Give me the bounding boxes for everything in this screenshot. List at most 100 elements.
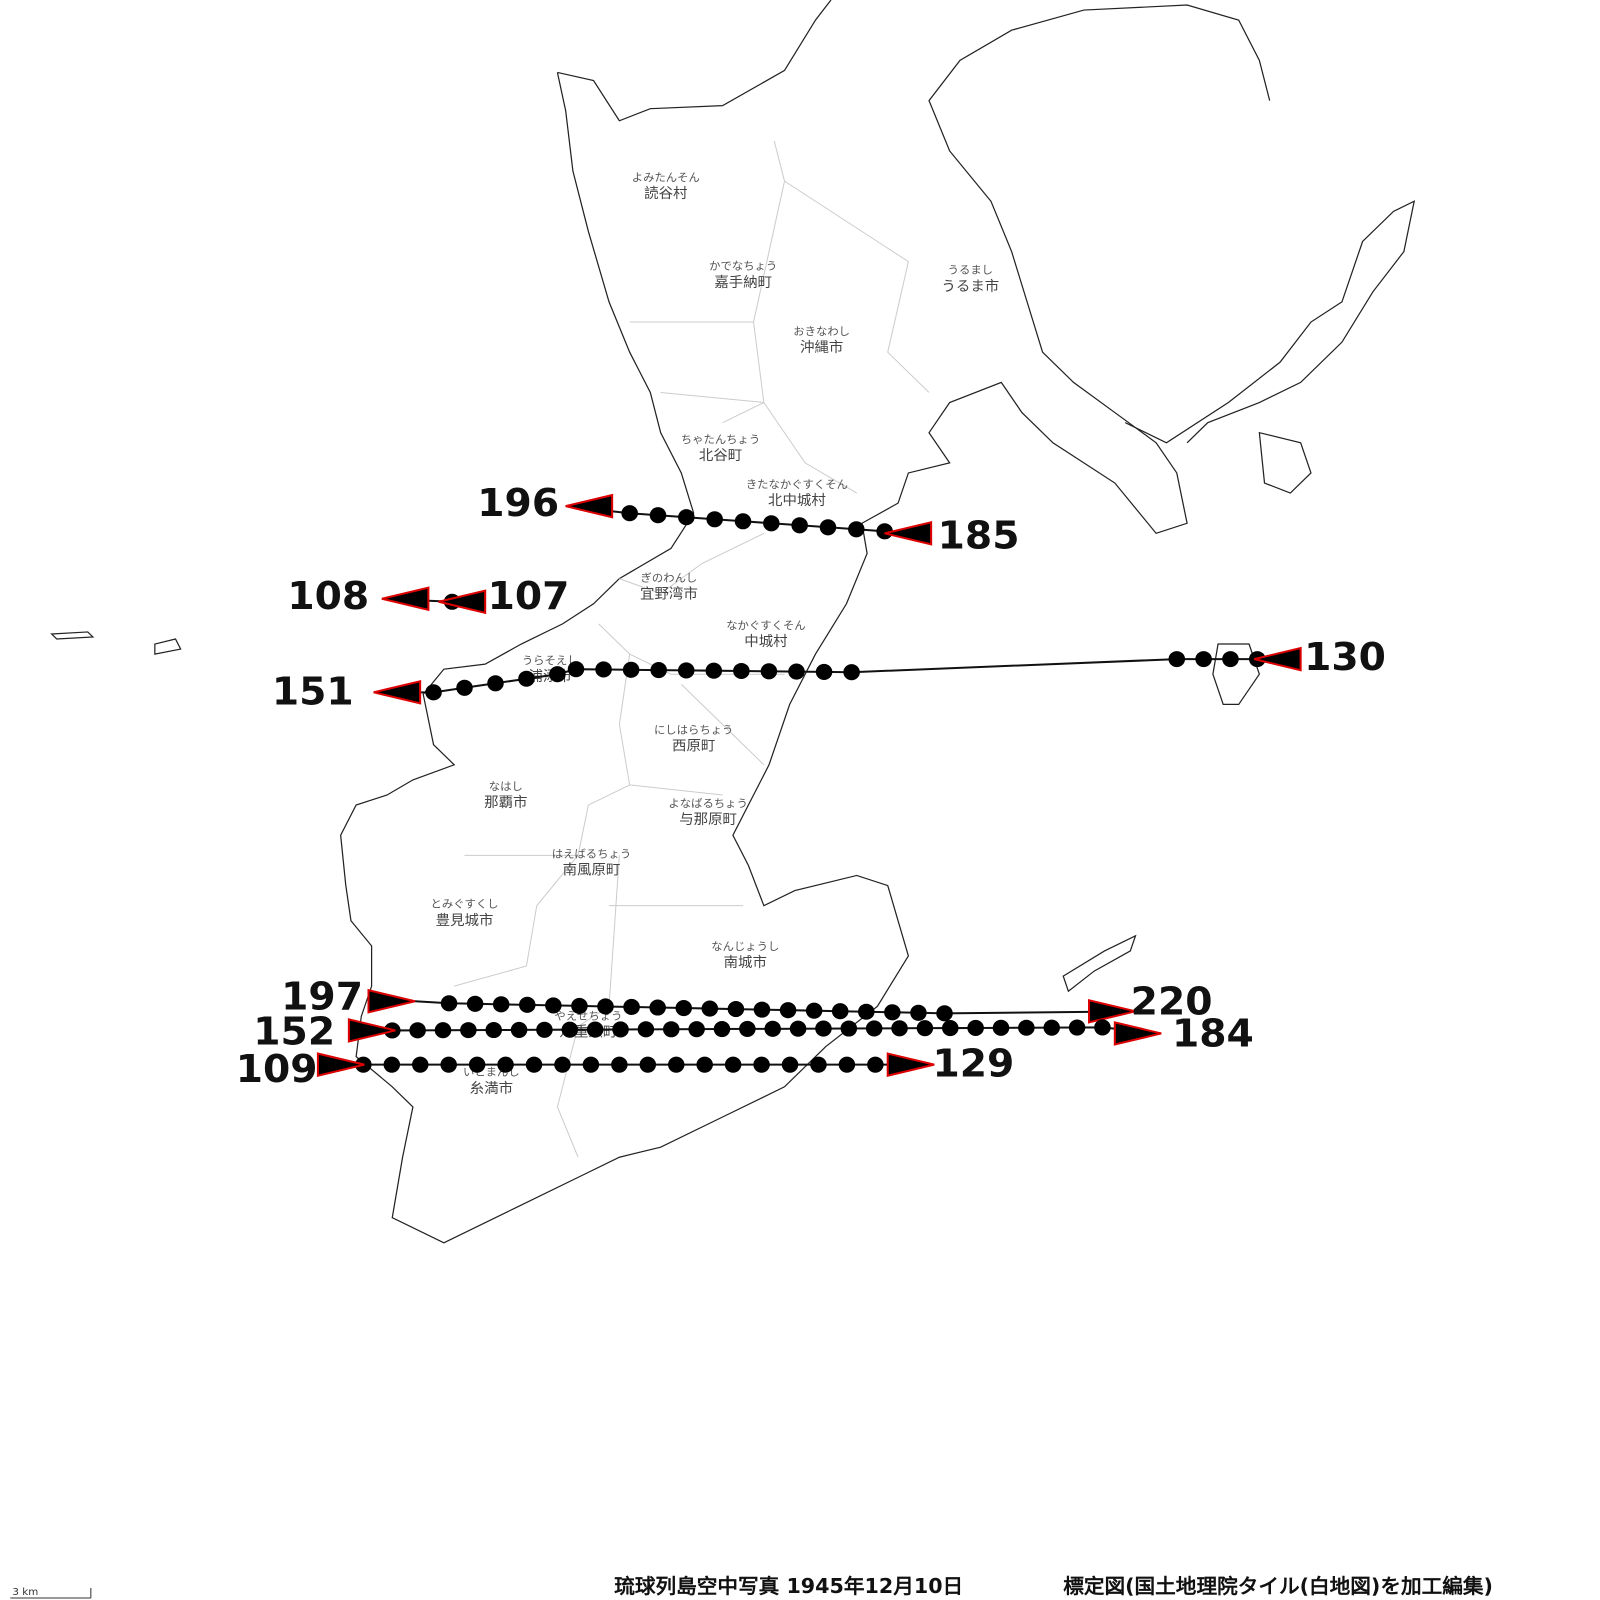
- photo-point: [409, 1022, 426, 1039]
- photo-point: [916, 1020, 934, 1037]
- place-kana: ぎのわんし: [641, 571, 698, 585]
- photo-point: [992, 1019, 1010, 1036]
- photo-point: [485, 1021, 502, 1039]
- photo-point: [733, 662, 750, 680]
- flight-path: [565, 505, 886, 534]
- direction-arrow: [367, 988, 416, 1014]
- photo-point: [724, 1056, 742, 1073]
- end-photo-number: 129: [932, 1042, 1014, 1086]
- photo-point: [571, 997, 588, 1014]
- photo-point: [753, 1001, 771, 1018]
- place-kana: やえせちょう: [554, 1009, 622, 1022]
- photo-point: [760, 663, 778, 680]
- photo-point: [597, 998, 614, 1015]
- photo-point: [753, 1056, 770, 1073]
- photo-point: [840, 1020, 858, 1037]
- photo-point: [612, 1021, 629, 1038]
- direction-arrow: [316, 1052, 365, 1078]
- photo-point: [1068, 1019, 1086, 1036]
- photo-point: [688, 1021, 705, 1038]
- photo-point: [1094, 1019, 1111, 1036]
- photo-point: [554, 1056, 571, 1073]
- start-photo-number: 109: [236, 1047, 318, 1091]
- photo-point: [815, 663, 833, 680]
- photo-point: [567, 661, 585, 678]
- photo-point: [884, 1004, 901, 1021]
- place-kana: よみたんそん: [632, 171, 700, 184]
- photo-point: [519, 996, 536, 1013]
- direction-arrow: [1253, 646, 1302, 672]
- photo-point: [487, 675, 504, 692]
- photo-point: [805, 1002, 823, 1019]
- photo-point: [705, 662, 723, 679]
- photo-point: [621, 505, 638, 522]
- photo-point: [791, 517, 808, 534]
- place-name: 南風原町: [563, 862, 621, 879]
- start-photo-number: 108: [287, 574, 369, 618]
- place-kana: よなばるちょう: [668, 797, 747, 810]
- photo-point: [525, 1056, 543, 1073]
- place-kana: なかぐすくそん: [726, 619, 805, 632]
- photo-point: [675, 999, 692, 1017]
- photo-point: [815, 1020, 832, 1037]
- photo-point: [967, 1019, 984, 1037]
- photo-point: [789, 1020, 807, 1037]
- photo-point: [819, 519, 837, 536]
- photo-point: [440, 995, 458, 1012]
- photo-point: [936, 1005, 953, 1022]
- photo-point: [1195, 651, 1212, 668]
- photo-point: [678, 509, 695, 526]
- photo-point: [586, 1021, 604, 1038]
- photo-point: [492, 996, 510, 1013]
- photo-point: [865, 1020, 883, 1037]
- place-name: 沖縄市: [800, 339, 843, 356]
- place-name: 那覇市: [484, 794, 527, 811]
- end-photo-number: 107: [488, 574, 570, 618]
- direction-arrow: [381, 586, 430, 612]
- direction-arrow: [1088, 998, 1136, 1024]
- photo-point: [1043, 1019, 1060, 1036]
- place-name: 北谷町: [699, 447, 742, 464]
- place-kana: なんじょうし: [711, 940, 779, 953]
- photo-point: [831, 1003, 849, 1020]
- place-kana: きたなかぐすくそん: [746, 478, 848, 491]
- direction-arrow: [884, 520, 933, 546]
- flight-path: [414, 1000, 1136, 1015]
- photo-point: [649, 507, 667, 524]
- footer-credit: 標定図(国土地理院タイル(白地図)を加工編集): [1063, 1574, 1493, 1598]
- photo-point: [810, 1056, 827, 1073]
- photo-point: [639, 1056, 657, 1073]
- place-kana: なはし: [489, 780, 523, 793]
- photo-point: [623, 998, 640, 1016]
- direction-arrow: [565, 493, 614, 519]
- photo-point: [838, 1056, 856, 1073]
- photo-point: [411, 1056, 429, 1073]
- photo-point: [763, 515, 780, 532]
- photo-point: [650, 662, 667, 679]
- photo-point: [667, 1056, 685, 1073]
- footer-title: 琉球列島空中写真 1945年12月10日: [614, 1574, 963, 1598]
- photo-point: [425, 684, 442, 701]
- place-kana: かでなちょう: [709, 260, 777, 273]
- photo-point: [843, 664, 860, 681]
- end-photo-number: 185: [938, 514, 1020, 558]
- place-name: 宜野湾市: [640, 586, 698, 603]
- place-name: 糸満市: [470, 1080, 513, 1097]
- flight-path: [373, 658, 1258, 694]
- end-photo-number: 184: [1172, 1012, 1254, 1056]
- end-photo-number: 220: [1131, 980, 1213, 1024]
- photo-point: [440, 1056, 457, 1073]
- place-kana: とみぐすくし: [430, 898, 498, 911]
- photo-point: [727, 1001, 745, 1018]
- photo-point: [734, 513, 752, 530]
- boundaries: [454, 140, 930, 1158]
- photo-point: [582, 1056, 600, 1073]
- photo-point: [549, 666, 566, 683]
- place-name: 読谷村: [644, 185, 687, 202]
- direction-arrow: [373, 679, 422, 705]
- photo-point: [1168, 651, 1186, 668]
- photo-point: [663, 1021, 680, 1038]
- photo-point: [739, 1020, 756, 1037]
- photo-point: [677, 662, 695, 679]
